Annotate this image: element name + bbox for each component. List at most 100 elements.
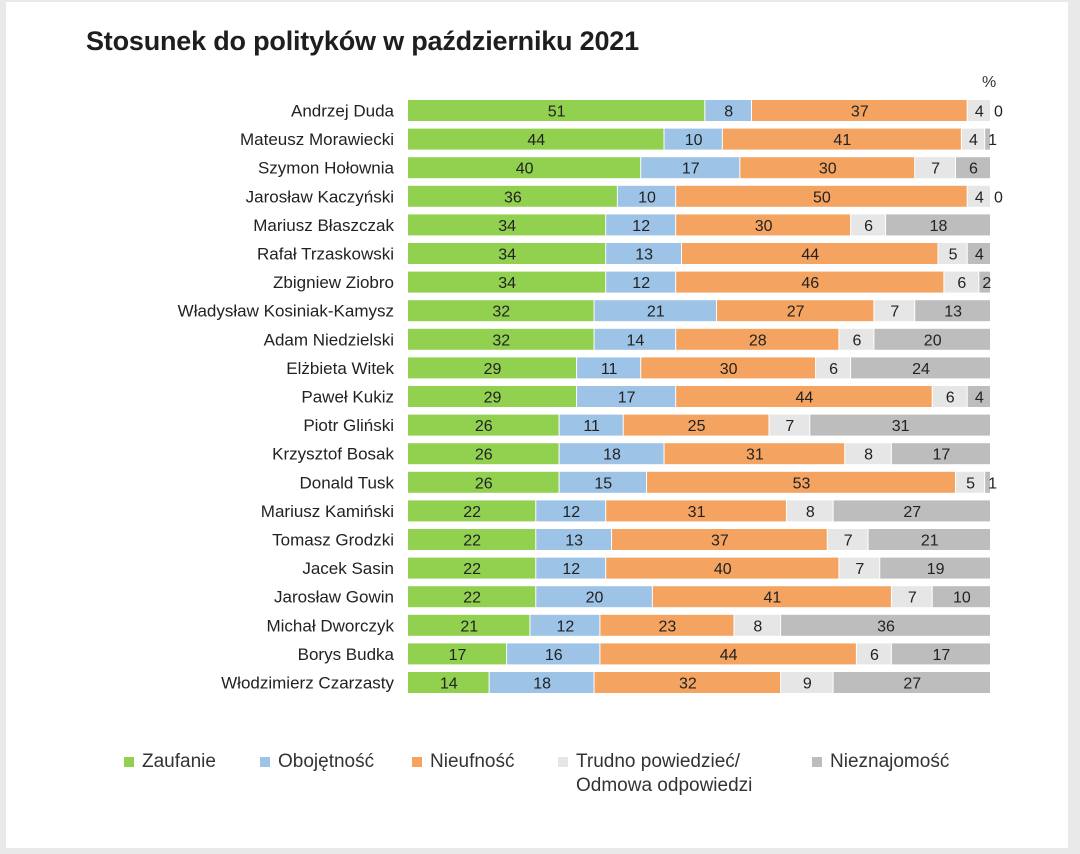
- legend-item-nieznajomosc: Nieznajomość: [812, 750, 949, 774]
- data-label: 8: [806, 504, 815, 521]
- data-label: 41: [833, 132, 851, 149]
- bar-segment: [915, 157, 956, 179]
- data-label: 8: [724, 104, 733, 121]
- data-label: 30: [755, 218, 773, 235]
- data-label: 22: [463, 590, 481, 607]
- data-label: 30: [720, 361, 738, 378]
- bar-segment: [641, 357, 816, 379]
- data-label: 44: [801, 247, 819, 264]
- data-label: 7: [890, 304, 899, 321]
- bar-segment: [716, 300, 874, 322]
- bar-segment: [938, 243, 967, 264]
- bar-segment: [868, 529, 990, 550]
- bar-segment: [874, 300, 915, 322]
- legend-label-zaufanie: Zaufanie: [142, 751, 216, 772]
- legend-label-trudno-line2: Odmowa odpowiedzi: [576, 775, 753, 796]
- data-label: 29: [484, 390, 502, 407]
- bar-segment: [612, 529, 827, 550]
- bar-segment: [676, 185, 967, 207]
- category-label: Rafał Trzaskowski: [257, 245, 394, 264]
- bar-segment: [408, 557, 536, 579]
- bar-segment: [985, 471, 990, 493]
- bar-segment: [594, 672, 781, 693]
- category-label: Jarosław Kaczyński: [246, 187, 394, 206]
- data-label: 25: [688, 418, 706, 435]
- data-label: 1: [988, 132, 997, 149]
- data-label: 7: [844, 533, 853, 550]
- bar-segment: [606, 271, 676, 293]
- data-label: 7: [855, 561, 864, 578]
- bar-segment: [816, 357, 851, 379]
- data-label: 44: [796, 390, 814, 407]
- data-label: 4: [975, 189, 984, 206]
- bar-segment: [536, 586, 652, 608]
- category-label: Tomasz Grodzki: [272, 531, 394, 550]
- bar-segment: [536, 529, 612, 550]
- bar-segment: [839, 328, 874, 350]
- bar-segment: [734, 614, 781, 636]
- bar-segment: [594, 328, 676, 350]
- category-label: Jarosław Gowin: [274, 588, 394, 607]
- data-label: 34: [498, 218, 516, 235]
- category-label: Elżbieta Witek: [286, 359, 394, 378]
- category-label: Mateusz Morawiecki: [240, 130, 394, 149]
- bar-segment: [617, 185, 676, 207]
- bar-segment: [967, 185, 990, 207]
- data-label: 31: [746, 447, 764, 464]
- category-label: Jacek Sasin: [302, 559, 394, 578]
- bar-segment: [559, 414, 623, 436]
- bar-segment: [722, 128, 961, 150]
- category-label: Piotr Gliński: [303, 416, 394, 435]
- data-label: 36: [504, 189, 522, 206]
- data-label: 6: [946, 390, 955, 407]
- data-label: 27: [903, 504, 921, 521]
- data-label: 34: [498, 247, 516, 264]
- bar-segment: [682, 243, 938, 264]
- bar-segment: [827, 529, 868, 550]
- legend-swatch-nieufnosc: [412, 757, 422, 767]
- bar-segment: [408, 357, 577, 379]
- data-label: 28: [749, 332, 767, 349]
- data-label: 21: [921, 533, 939, 550]
- bar-segment: [967, 386, 990, 407]
- legend-label-nieufnosc: Nieufność: [430, 751, 515, 772]
- bar-segment: [408, 529, 536, 550]
- data-label: 40: [516, 161, 534, 178]
- bar-segment: [408, 128, 664, 150]
- bar-segment: [880, 557, 990, 579]
- bar-segment: [489, 672, 594, 693]
- data-label: 32: [492, 304, 510, 321]
- bar-segment: [915, 300, 990, 322]
- data-label: 30: [819, 161, 837, 178]
- legend-item-nieufnosc: Nieufność: [412, 750, 515, 774]
- data-label: 15: [594, 475, 612, 492]
- bar-segment: [839, 557, 880, 579]
- data-label: 10: [685, 132, 703, 149]
- category-label: Michał Dworczyk: [266, 616, 394, 635]
- data-label: 46: [801, 275, 819, 292]
- bar-segment: [886, 214, 990, 236]
- bar-segment: [676, 386, 932, 407]
- bar-segment: [408, 443, 559, 465]
- data-label: 6: [870, 647, 879, 664]
- bar-segment: [676, 214, 851, 236]
- data-label: 13: [635, 247, 653, 264]
- bar-segment: [408, 100, 705, 121]
- data-label: 37: [851, 104, 869, 121]
- legend-label-trudno-line1: Trudno powiedzieć/: [576, 751, 741, 772]
- bar-segment: [530, 614, 600, 636]
- bar-segment: [408, 300, 594, 322]
- data-label: 12: [632, 218, 650, 235]
- unit-label: %: [982, 74, 997, 91]
- bar-segment: [536, 557, 606, 579]
- bar-segment: [833, 500, 990, 522]
- bar-segment: [786, 500, 833, 522]
- bar-segment: [932, 586, 990, 608]
- data-label: 37: [711, 533, 729, 550]
- data-label: 14: [440, 676, 458, 693]
- legend-swatch-obojetnosc: [260, 757, 270, 767]
- data-label: 17: [933, 447, 951, 464]
- bar-segment: [408, 414, 559, 436]
- data-label: 6: [829, 361, 838, 378]
